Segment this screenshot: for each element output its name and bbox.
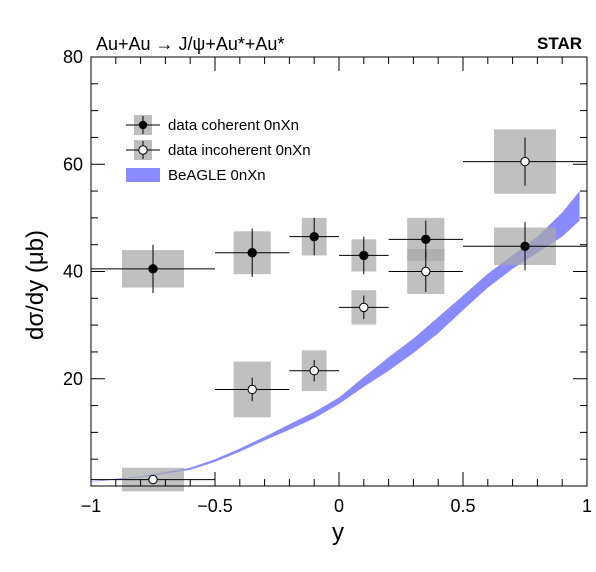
x-tick-label: 0 <box>334 496 344 516</box>
x-tick-label: 0.5 <box>450 496 475 516</box>
y-tick-label: 80 <box>63 47 83 67</box>
legend-entry-coherent: data coherent 0nXn <box>120 114 299 136</box>
legend-symbol-beagle <box>120 164 166 186</box>
incoherent-point-3 <box>359 302 369 313</box>
coherent-point-3 <box>359 250 369 261</box>
x-axis-label: y <box>332 519 344 546</box>
legend-symbol-coherent <box>120 114 166 136</box>
y-tick-label: 40 <box>63 262 83 282</box>
legend-entry-beagle: BeAGLE 0nXn <box>120 164 266 186</box>
y-axis-label: dσ/dy (μb) <box>22 230 49 340</box>
chart-title: Au+Au → J/ψ+Au*+Au* <box>96 34 285 54</box>
incoherent-point-0 <box>148 474 158 485</box>
y-tick-label: 60 <box>63 154 83 174</box>
legend-label-incoherent: data incoherent 0nXn <box>168 141 311 159</box>
legend-entry-incoherent: data incoherent 0nXn <box>120 139 311 161</box>
incoherent-point-2 <box>309 366 319 376</box>
x-tick-label: 1 <box>582 496 592 516</box>
coherent-point-2 <box>309 231 319 242</box>
incoherent-point-4 <box>421 266 431 277</box>
experiment-label: STAR <box>536 34 582 53</box>
axis-labels-layer: y dσ/dy (μb) <box>22 230 344 546</box>
y-tick-label: 20 <box>63 369 83 389</box>
coherent-point-1 <box>247 248 257 258</box>
coherent-point-4 <box>421 234 431 245</box>
axes-layer <box>90 56 588 487</box>
incoherent-point-5 <box>520 156 530 167</box>
coherent-point-0 <box>148 264 158 274</box>
markers-layer <box>148 156 530 485</box>
x-tick-label: −1 <box>81 496 102 516</box>
x-tick-label: −0.5 <box>197 496 233 516</box>
legend-label-coherent: data coherent 0nXn <box>168 116 299 134</box>
tick-labels-layer: −1 −0.5 0 0.5 1 20 40 60 80 <box>63 47 592 516</box>
legend-symbol-incoherent <box>120 139 166 161</box>
incoherent-point-1 <box>247 384 257 395</box>
coherent-point-5 <box>520 241 530 251</box>
legend-label-beagle: BeAGLE 0nXn <box>168 166 266 184</box>
